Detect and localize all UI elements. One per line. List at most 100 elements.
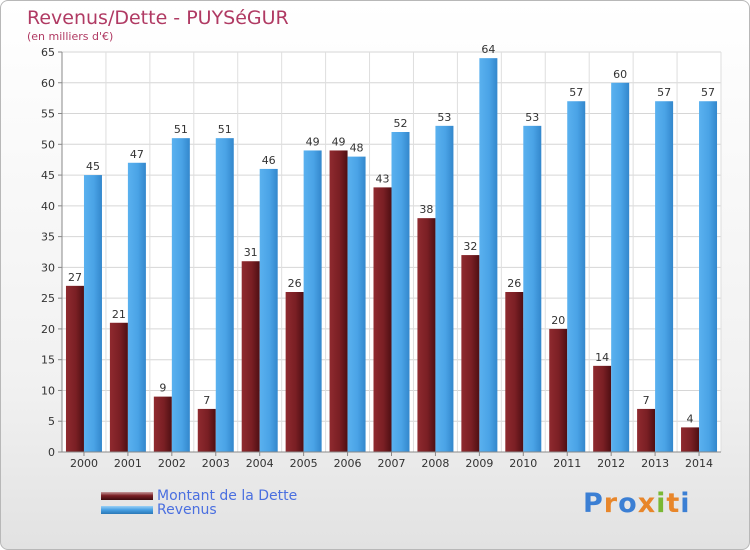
y-tick-label: 45	[41, 169, 55, 182]
x-tick-label: 2001	[114, 457, 142, 470]
bar-revenue-2006	[347, 156, 366, 452]
x-tick-label: 2011	[553, 457, 581, 470]
bar-revenue-2000	[83, 175, 102, 453]
bar-revenue-2004	[259, 168, 278, 452]
bar-debt-2008	[417, 218, 436, 452]
legend-swatch-revenue	[101, 506, 153, 514]
bar-revenue-2003	[215, 138, 234, 452]
bar-debt-2011	[549, 328, 568, 452]
data-label-debt-2008: 38	[419, 203, 433, 216]
brand-letter: o	[618, 488, 638, 519]
x-tick-label: 2002	[158, 457, 186, 470]
y-tick-label: 30	[41, 261, 55, 274]
bar-revenue-2010	[523, 125, 542, 452]
bar-revenue-2002	[171, 138, 190, 452]
data-label-revenue-2004: 46	[262, 154, 276, 167]
y-tick-label: 10	[41, 384, 55, 397]
data-label-revenue-2001: 47	[130, 148, 144, 161]
bar-debt-2014	[681, 427, 700, 452]
bar-revenue-2013	[655, 101, 674, 452]
data-label-revenue-2002: 51	[174, 123, 188, 136]
y-tick-label: 40	[41, 200, 55, 213]
bar-debt-2012	[593, 365, 612, 452]
brand-letter: i	[656, 488, 667, 519]
x-tick-label: 2004	[246, 457, 274, 470]
data-label-debt-2010: 26	[507, 277, 521, 290]
bar-revenue-2014	[699, 101, 718, 452]
bar-revenue-2007	[391, 132, 410, 452]
data-label-debt-2006: 49	[332, 135, 346, 148]
x-tick-label: 2000	[70, 457, 98, 470]
x-tick-label: 2006	[334, 457, 362, 470]
data-label-debt-2011: 20	[551, 314, 565, 327]
legend-swatch-debt	[101, 492, 153, 500]
data-label-revenue-2005: 49	[306, 135, 320, 148]
bar-debt-2004	[241, 261, 260, 452]
data-label-revenue-2000: 45	[86, 160, 100, 173]
bar-debt-2010	[505, 292, 524, 452]
data-label-revenue-2007: 52	[394, 117, 408, 130]
y-tick-label: 0	[48, 446, 55, 459]
x-tick-label: 2014	[685, 457, 713, 470]
brand-letter: t	[666, 488, 681, 519]
bar-revenue-2009	[479, 58, 498, 453]
x-tick-label: 2005	[290, 457, 318, 470]
bar-revenue-2012	[611, 82, 630, 453]
data-label-revenue-2003: 51	[218, 123, 232, 136]
data-label-debt-2014: 4	[687, 412, 694, 425]
y-tick-label: 50	[41, 138, 55, 151]
x-tick-label: 2007	[378, 457, 406, 470]
data-label-revenue-2012: 60	[613, 68, 627, 81]
bar-debt-2001	[109, 322, 128, 452]
legend-item-revenue: Revenus	[101, 502, 217, 518]
y-tick-label: 20	[41, 323, 55, 336]
brand-letter: i	[680, 488, 691, 519]
y-tick-label: 65	[41, 46, 55, 59]
data-label-revenue-2006: 48	[350, 142, 364, 155]
x-tick-label: 2013	[641, 457, 669, 470]
y-tick-label: 55	[41, 108, 55, 121]
y-tick-label: 35	[41, 231, 55, 244]
bar-revenue-2011	[567, 101, 586, 452]
legend-item-debt: Montant de la Dette	[101, 488, 297, 504]
x-tick-label: 2012	[597, 457, 625, 470]
bar-debt-2002	[153, 396, 172, 452]
data-label-revenue-2014: 57	[701, 86, 715, 99]
brand-letter: x	[637, 488, 657, 519]
y-tick-label: 15	[41, 354, 55, 367]
data-label-debt-2009: 32	[463, 240, 477, 253]
x-tick-label: 2009	[465, 457, 493, 470]
bar-debt-2006	[329, 150, 348, 452]
data-label-debt-2007: 43	[376, 172, 390, 185]
bar-revenue-2008	[435, 125, 454, 452]
x-tick-label: 2003	[202, 457, 230, 470]
bar-debt-2005	[285, 292, 304, 452]
bar-debt-2003	[197, 408, 216, 452]
data-label-revenue-2008: 53	[437, 111, 451, 124]
data-label-debt-2005: 26	[288, 277, 302, 290]
data-label-debt-2013: 7	[643, 394, 650, 407]
data-label-revenue-2010: 53	[525, 111, 539, 124]
chart-title: Revenus/Dette - PUYSéGUR	[27, 7, 289, 29]
legend-label-debt: Montant de la Dette	[157, 488, 298, 504]
bar-revenue-2001	[127, 162, 146, 452]
data-label-debt-2003: 7	[203, 394, 210, 407]
y-tick-label: 5	[48, 415, 55, 428]
data-label-debt-2002: 9	[159, 382, 166, 395]
bar-debt-2007	[373, 187, 392, 452]
data-label-debt-2000: 27	[68, 271, 82, 284]
data-label-revenue-2011: 57	[569, 86, 583, 99]
y-tick-label: 25	[41, 292, 55, 305]
bar-debt-2013	[637, 408, 656, 452]
brand-letter: P	[583, 488, 604, 519]
chart-subtitle: (en milliers d'€)	[27, 30, 114, 43]
brand-letter: r	[603, 488, 619, 519]
proxiti-logo: Proxiti	[583, 488, 691, 519]
y-tick-label: 60	[41, 77, 55, 90]
bar-debt-2009	[461, 255, 480, 452]
bar-revenue-2005	[303, 150, 322, 452]
bar-debt-2000	[65, 285, 84, 452]
data-label-revenue-2013: 57	[657, 86, 671, 99]
data-label-debt-2004: 31	[244, 246, 258, 259]
